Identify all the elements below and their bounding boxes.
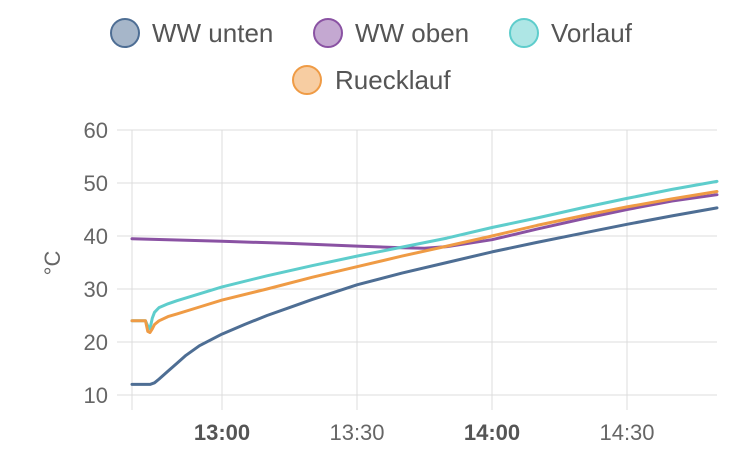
x-axis-ticks: 13:00 13:30 14:00 14:30	[194, 420, 655, 445]
x-tick-label: 14:30	[599, 420, 654, 445]
legend-item-ww-unten[interactable]: WW unten	[110, 18, 273, 48]
legend-label: WW oben	[355, 18, 469, 48]
series-line-ruecklauf	[130, 190, 719, 334]
legend-label: Vorlauf	[551, 18, 633, 48]
series-line-ww-unten	[130, 206, 719, 386]
y-tick-label: 40	[84, 224, 108, 249]
legend-item-ww-oben[interactable]: WW oben	[313, 18, 469, 48]
y-tick-label: 30	[84, 277, 108, 302]
x-tick-label: 14:00	[464, 420, 520, 445]
y-tick-label: 10	[84, 383, 108, 408]
series-line-ww-oben	[130, 193, 719, 250]
legend-label: Ruecklauf	[335, 65, 451, 95]
chart-legend: WW unten WW oben Vorlauf Ruecklauf	[110, 18, 633, 95]
chart-series	[130, 179, 719, 386]
series-line-vorlauf	[130, 179, 719, 331]
legend-swatch	[292, 65, 322, 95]
y-axis-ticks: 10 20 30 40 50 60	[84, 118, 108, 408]
legend-item-ruecklauf[interactable]: Ruecklauf	[292, 65, 451, 95]
legend-swatch	[110, 18, 140, 48]
legend-item-vorlauf[interactable]: Vorlauf	[509, 18, 633, 48]
y-tick-label: 60	[84, 118, 108, 143]
legend-swatch	[313, 18, 343, 48]
legend-swatch	[509, 18, 539, 48]
x-tick-label: 13:00	[194, 420, 250, 445]
y-tick-label: 50	[84, 171, 108, 196]
x-tick-label: 13:30	[329, 420, 384, 445]
y-axis-label: °C	[40, 251, 65, 276]
legend-label: WW unten	[152, 18, 273, 48]
y-tick-label: 20	[84, 330, 108, 355]
